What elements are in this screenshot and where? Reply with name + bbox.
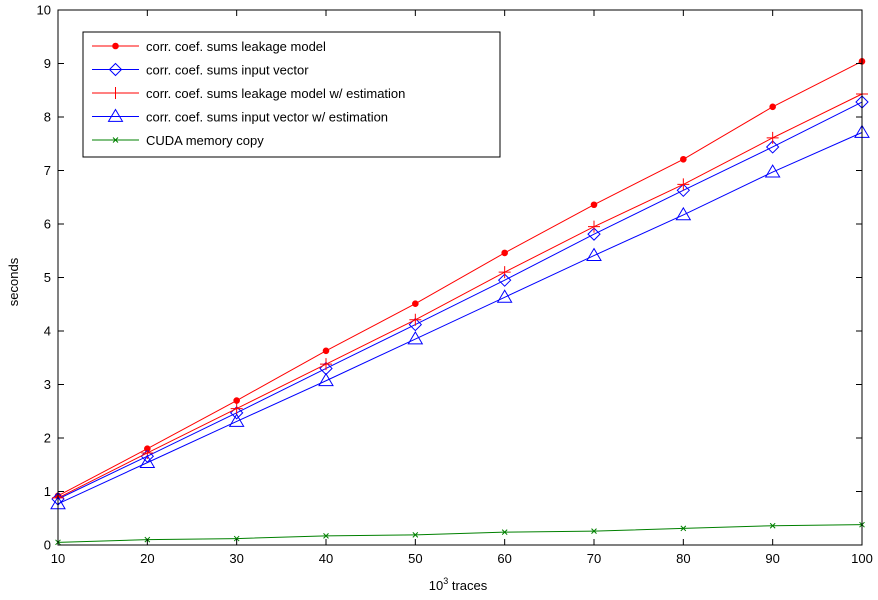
series-3 <box>52 87 868 504</box>
series-line <box>57 60 863 497</box>
data-point <box>323 533 329 539</box>
data-point <box>412 531 419 538</box>
data-point <box>320 358 332 371</box>
y-tick-label: 6 <box>44 217 51 232</box>
x-axis-label: 103 traces <box>429 576 488 593</box>
series-4 <box>50 124 870 510</box>
data-point <box>497 273 512 287</box>
data-point <box>141 446 154 459</box>
legend-swatch-marker <box>107 108 124 122</box>
series-line <box>57 101 863 500</box>
legend-label: corr. coef. sums leakage model w/ estima… <box>146 86 405 101</box>
data-point <box>408 317 423 332</box>
legend-swatch-marker <box>109 87 122 99</box>
y-tick-label: 5 <box>44 270 51 285</box>
x-tick-label: 90 <box>765 551 779 566</box>
y-tick-label: 9 <box>44 56 51 71</box>
x-axis-label-text: traces <box>448 578 488 593</box>
legend-item: corr. coef. sums leakage model w/ estima… <box>92 86 405 101</box>
data-point <box>764 164 781 178</box>
legend-item: corr. coef. sums leakage model <box>92 39 326 54</box>
data-point <box>677 178 690 191</box>
x-tick-label: 10 <box>51 551 65 566</box>
y-tick-label: 7 <box>44 163 51 178</box>
legend: corr. coef. sums leakage model corr. coef… <box>82 31 501 158</box>
legend-label: corr. coef. sums input vector <box>146 63 309 78</box>
data-point <box>769 103 776 111</box>
legend-item: corr. coef. sums input vector <box>92 63 309 78</box>
data-point <box>409 313 422 326</box>
data-point <box>230 402 243 415</box>
data-point <box>680 155 687 163</box>
legend-item: corr. coef. sums input vector w/ estimat… <box>92 108 388 125</box>
data-point <box>501 249 508 257</box>
legend-swatch-marker <box>108 62 123 77</box>
data-point <box>587 227 601 241</box>
y-axis-label: seconds <box>6 257 21 306</box>
x-axis-label-exponent: 3 <box>443 576 448 586</box>
data-point <box>586 247 602 261</box>
legend-label: CUDA memory copy <box>146 133 264 148</box>
data-point <box>498 266 511 279</box>
y-tick-label: 3 <box>44 377 51 392</box>
axes: 10 20 30 40 50 60 70 80 90 100 0 1 2 3 4 5 6 7 8 9 10 <box>37 3 873 567</box>
data-point <box>591 528 597 534</box>
data-point <box>233 397 240 404</box>
y-tick-label: 4 <box>44 324 51 339</box>
data-point <box>675 206 692 221</box>
x-tick-label: 100 <box>851 551 873 566</box>
y-tick-label: 8 <box>44 110 51 125</box>
plot-area <box>50 58 870 546</box>
data-point <box>676 183 691 198</box>
data-point <box>233 535 240 542</box>
x-tick-label: 60 <box>497 551 511 566</box>
legend-item: CUDA memory copy <box>92 133 264 148</box>
series-line <box>57 524 863 543</box>
data-point <box>139 454 156 469</box>
data-point <box>590 201 598 209</box>
x-tick-label: 50 <box>408 551 422 566</box>
data-point <box>412 300 419 308</box>
data-point <box>680 525 687 532</box>
data-point <box>322 347 330 355</box>
y-tick-label: 0 <box>44 538 51 553</box>
x-tick-label: 80 <box>676 551 690 566</box>
data-point <box>769 522 776 529</box>
data-point <box>766 131 779 144</box>
y-tick-label: 2 <box>44 431 51 446</box>
x-tick-label: 40 <box>319 551 333 566</box>
series-line <box>57 132 863 505</box>
series-5 <box>55 521 865 546</box>
x-axis-label-base: 10 <box>429 578 443 593</box>
series-1 <box>54 58 866 500</box>
series-line <box>57 93 863 499</box>
x-tick-label: 70 <box>587 551 601 566</box>
legend-label: corr. coef. sums leakage model <box>146 39 326 54</box>
x-tick-label: 20 <box>140 551 154 566</box>
legend-label: corr. coef. sums input vector w/ estimat… <box>146 110 388 125</box>
legend-swatch-marker <box>112 42 119 50</box>
legend-box <box>82 31 501 158</box>
x-tick-label: 30 <box>229 551 243 566</box>
data-point <box>228 413 245 427</box>
data-point <box>407 331 424 345</box>
data-point <box>501 529 508 536</box>
data-point <box>318 372 334 387</box>
data-point <box>765 140 780 154</box>
y-tick-label: 10 <box>37 3 51 18</box>
y-tick-label: 1 <box>44 484 51 499</box>
data-point <box>588 220 600 233</box>
legend-swatch-marker <box>112 137 119 143</box>
data-point <box>496 289 513 303</box>
